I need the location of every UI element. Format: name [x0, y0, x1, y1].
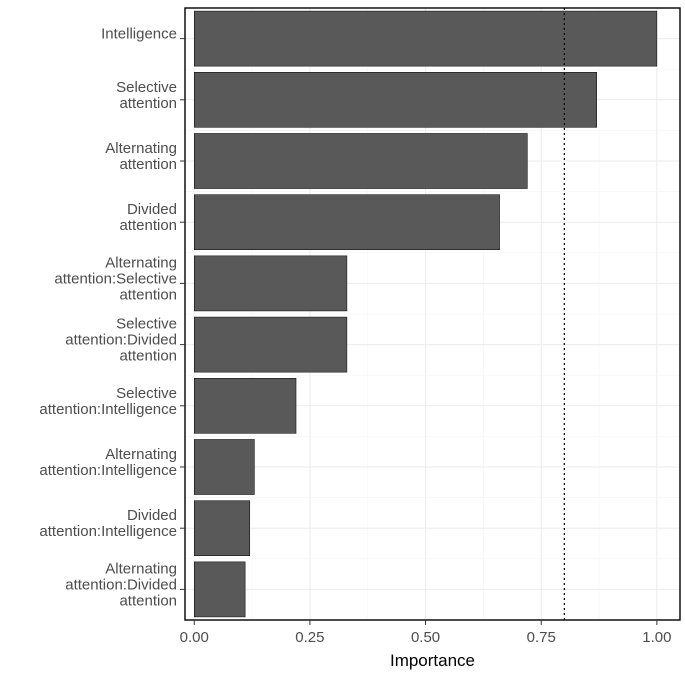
x-axis-title: Importance — [390, 651, 475, 670]
bar — [194, 439, 254, 494]
bar — [194, 11, 657, 66]
bar — [194, 72, 596, 127]
bar — [194, 133, 527, 188]
bar — [194, 195, 499, 250]
y-tick-label: Dividedattention — [119, 201, 177, 234]
y-tick-label: Selectiveattention — [116, 79, 177, 112]
bar — [194, 501, 250, 556]
x-tick-label: 0.25 — [295, 629, 324, 646]
bar — [194, 256, 347, 311]
x-tick-label: 0.00 — [180, 629, 209, 646]
chart-svg: 0.00 0.25 0.50 0.75 1.00 Importance Intelligen… — [0, 0, 685, 675]
x-tick-label: 1.00 — [642, 629, 671, 646]
x-tick-label: 0.75 — [527, 629, 556, 646]
y-tick-label: Intelligence — [101, 26, 177, 43]
bar — [194, 562, 245, 617]
bar — [194, 317, 347, 372]
bar — [194, 378, 296, 433]
x-tick-label: 0.50 — [411, 629, 440, 646]
importance-bar-chart: 0.00 0.25 0.50 0.75 1.00 Importance Intelligen… — [0, 0, 685, 675]
